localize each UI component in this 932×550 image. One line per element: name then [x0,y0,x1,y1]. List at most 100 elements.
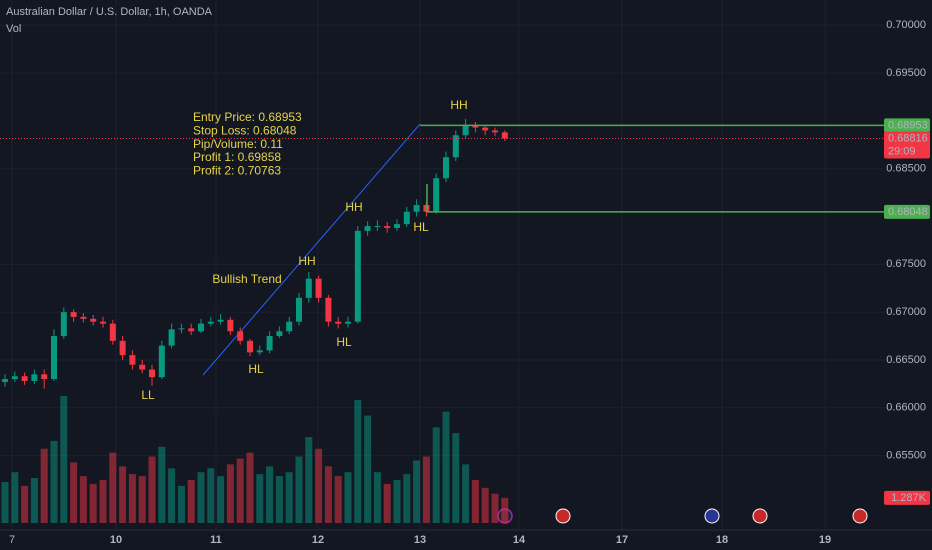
x-tick-label: 12 [312,534,324,546]
candle-body [482,127,489,131]
candle-body [286,321,293,332]
candle-body [266,336,273,351]
y-tick-label: 0.69500 [886,67,926,79]
x-tick-label: 14 [513,534,526,546]
x-tick-label: 7 [9,534,15,546]
volume-bar [432,427,440,523]
volume-bar [148,456,156,523]
candle-body [217,319,224,322]
x-tick-label: 19 [819,534,831,546]
event-icons [497,508,868,524]
current-tag-label: 0.68816 [888,132,928,144]
event-icon[interactable] [852,508,868,524]
volume-bar [364,415,372,523]
entry-tag-label: 0.68953 [888,119,928,131]
candle-body [60,312,67,337]
entry-tag [884,118,930,133]
candle-body [403,211,410,225]
volume-tag [884,490,930,505]
info-line: Entry Price: 0.68953 [193,110,302,124]
volume-bar [305,437,313,523]
pattern-label: HH [298,254,315,268]
volume-bar [99,480,107,523]
candle-body [41,374,48,380]
event-icon[interactable] [704,508,720,524]
candle-body [90,318,97,322]
candle-body [364,226,371,231]
candle-body [109,323,116,341]
pattern-label: LL [141,388,155,402]
candle-body [452,135,459,158]
pattern-label: HH [345,200,362,214]
volume-bar [217,476,225,523]
y-tick-label: 0.67000 [886,306,926,318]
volume-bar [324,466,332,523]
volume-bar [452,433,460,523]
candle-body [315,278,322,298]
candle-body [198,323,204,332]
volume-bar [462,464,470,523]
candle-body [51,336,57,380]
candle-body [296,297,302,322]
candle-body [149,369,155,378]
x-tick-label: 11 [210,534,222,546]
volume-bar [158,446,166,523]
volume-tag-label: 1.287K [891,492,927,504]
volume-bar [11,472,19,523]
event-icon[interactable] [752,508,768,524]
volume-bar [1,481,9,523]
volume-bar [334,476,342,523]
volume-bar [295,456,303,523]
candle-body [384,226,391,228]
volume-bar [187,480,195,523]
volume-bar [422,456,430,523]
info-line: Profit 2: 0.70763 [193,163,281,177]
candle-body [11,376,18,380]
candle-body [207,321,214,324]
volume-bar [344,472,352,523]
candle-body [168,329,175,346]
candle-body [305,278,312,298]
candle-body [247,340,253,353]
current-tag [884,131,930,159]
y-tick-label: 0.70000 [886,19,926,31]
volume-bar [481,487,489,523]
volume-bar [373,472,381,523]
candle-body [237,331,244,341]
volume-bar [119,466,127,523]
y-tick-label: 0.65500 [886,450,926,462]
grid [0,0,884,530]
x-tick-label: 10 [110,534,122,546]
volume-bar [79,476,87,523]
pattern-label: Bullish Trend [212,272,281,286]
volume-bar [21,485,29,523]
candle-body [325,297,332,322]
volume-bar [89,483,97,523]
chart-title: Australian Dollar / U.S. Dollar, 1h, OAN… [6,6,213,18]
pattern-label: HL [336,335,352,349]
candle-body [394,224,400,228]
candle-body [129,355,136,365]
pattern-label: HL [248,362,264,376]
volume-bar [275,476,283,523]
volume-bar [383,483,391,523]
volume-bar [40,448,48,523]
candle-body [462,125,469,136]
volume-bar [177,485,185,523]
volume-bar [60,396,68,523]
y-tick-label: 0.68500 [886,163,926,175]
candle-body [374,226,381,228]
indicator-name: Vol [6,23,21,35]
stop-tag [884,204,930,219]
candle-body [158,345,165,378]
candle-body [188,328,195,332]
event-icon[interactable] [555,508,571,524]
candle-body [100,321,106,324]
candle-body [227,319,234,332]
volume-bar [471,480,479,523]
candle-body [21,376,28,382]
candle-body [31,374,38,382]
candle-body [335,321,342,324]
